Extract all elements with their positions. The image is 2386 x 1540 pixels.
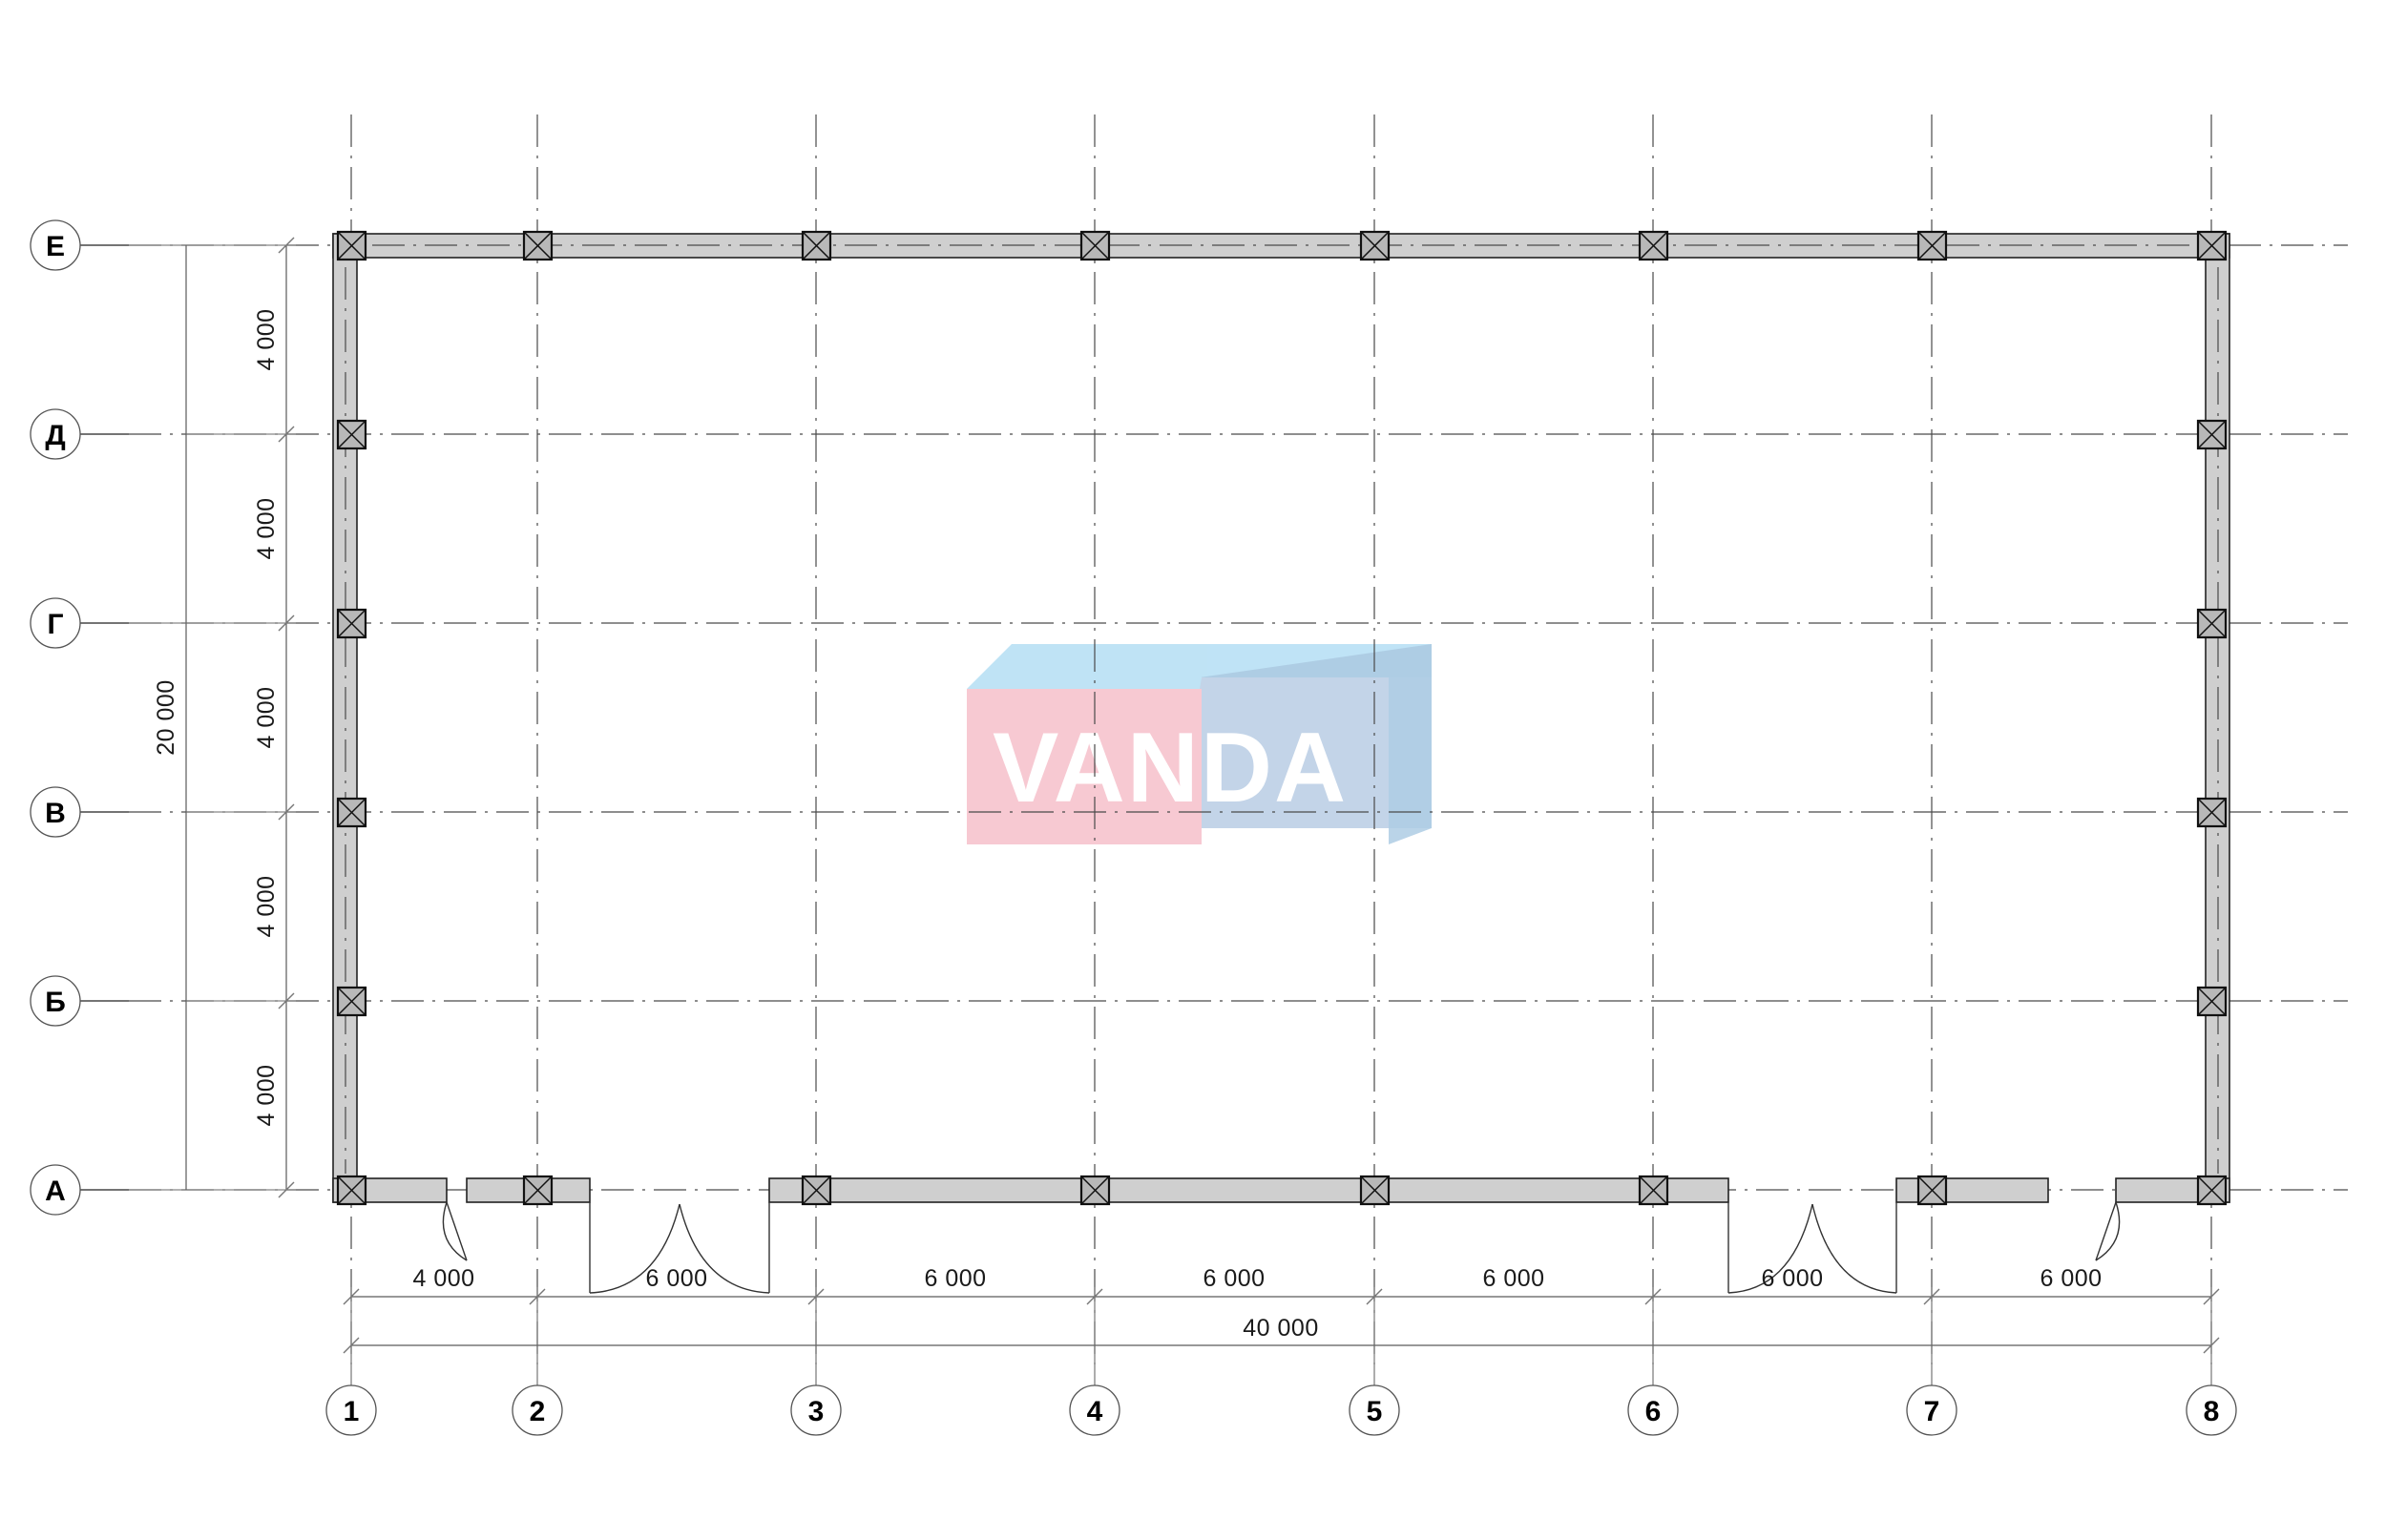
watermark-text: VANDA [993, 713, 1348, 823]
dim-left-5: 4 000 [253, 1064, 280, 1126]
dim-bottom-overall: 40 000 [1243, 1315, 1318, 1342]
axis-bubble-B[interactable]: Б [30, 975, 129, 1027]
column [1916, 1175, 1948, 1206]
axis-bubble-label: 3 [808, 1396, 825, 1427]
dim-bottom-3: 6 000 [924, 1265, 986, 1292]
column [801, 230, 832, 261]
dim-left-overall: 20 000 [153, 679, 179, 755]
column [336, 797, 367, 828]
dimension-bottom: 4 000 6 000 6 000 6 000 6 000 6 000 6 00… [343, 1265, 2220, 1385]
column [1079, 1175, 1111, 1206]
axis-bubbles-numbers: 1 2 3 4 5 6 7 8 [325, 1384, 2237, 1436]
column [336, 230, 367, 261]
column [1638, 230, 1669, 261]
column [522, 230, 554, 261]
dim-bottom-1: 4 000 [412, 1265, 474, 1292]
dim-left-3: 4 000 [253, 686, 280, 748]
dim-left-2: 4 000 [253, 497, 280, 559]
column [2196, 1175, 2228, 1206]
door-double-right [1727, 1202, 1897, 1294]
axis-bubble-1[interactable]: 1 [325, 1384, 377, 1436]
watermark-vanda: VANDA [967, 644, 1432, 844]
door-single-right [2095, 1201, 2121, 1261]
column [336, 1175, 367, 1206]
axis-bubble-G[interactable]: Г [30, 597, 129, 649]
axis-bubble-3[interactable]: 3 [790, 1384, 842, 1436]
axis-bubble-8[interactable]: 8 [2186, 1384, 2237, 1436]
dimension-left: 4 000 4 000 4 000 4 000 4 000 20 000 [129, 237, 296, 1198]
dim-bottom-4: 6 000 [1203, 1265, 1265, 1292]
axis-bubble-E[interactable]: Е [30, 219, 129, 271]
dim-bottom-7: 6 000 [2040, 1265, 2102, 1292]
axis-bubble-label: Е [46, 231, 65, 262]
axis-bubble-label: 7 [1924, 1396, 1940, 1427]
axis-bubble-D[interactable]: Д [30, 408, 129, 460]
door-swings [442, 1201, 2121, 1294]
dim-left-4: 4 000 [253, 875, 280, 937]
axis-bubble-label: 2 [530, 1396, 546, 1427]
column [2196, 230, 2228, 261]
axis-bubble-2[interactable]: 2 [512, 1384, 563, 1436]
axis-bubble-5[interactable]: 5 [1349, 1384, 1400, 1436]
column [801, 1175, 832, 1206]
axis-bubble-6[interactable]: 6 [1627, 1384, 1679, 1436]
column [2196, 797, 2228, 828]
axis-bubble-label: 6 [1645, 1396, 1662, 1427]
axis-bubble-label: 5 [1367, 1396, 1383, 1427]
axis-bubble-label: В [45, 798, 66, 829]
axis-bubble-7[interactable]: 7 [1906, 1384, 1957, 1436]
dim-bottom-5: 6 000 [1482, 1265, 1544, 1292]
wall-centerlines [345, 244, 2219, 1174]
axis-bubble-label: 8 [2204, 1396, 2220, 1427]
column [1638, 1175, 1669, 1206]
column [336, 608, 367, 639]
column [336, 986, 367, 1017]
axis-bubble-label: А [45, 1176, 66, 1207]
column [2196, 419, 2228, 450]
wall-bottom-seg-3 [768, 1177, 1729, 1203]
dim-bottom-2: 6 000 [645, 1265, 707, 1292]
dim-bottom-6: 6 000 [1761, 1265, 1823, 1292]
columns [336, 230, 2228, 1206]
axis-bubble-4[interactable]: 4 [1069, 1384, 1120, 1436]
axis-bubbles-letters: Е Д Г В Б А [30, 219, 129, 1216]
axis-bubble-label: 1 [344, 1396, 360, 1427]
door-single-left [442, 1201, 468, 1261]
axis-bubble-label: 4 [1087, 1396, 1103, 1427]
door-double-left [589, 1202, 770, 1294]
column [1079, 230, 1111, 261]
dim-left-1: 4 000 [253, 308, 280, 370]
column [2196, 986, 2228, 1017]
axis-bubble-label: Б [45, 987, 66, 1018]
column [2196, 608, 2228, 639]
axis-bubble-V[interactable]: В [30, 786, 129, 838]
column [522, 1175, 554, 1206]
axis-bubble-label: Д [45, 420, 65, 451]
axis-bubble-A[interactable]: А [30, 1164, 129, 1216]
column [336, 419, 367, 450]
column [1916, 230, 1948, 261]
column [1359, 230, 1391, 261]
axis-bubble-label: Г [47, 609, 63, 640]
column [1359, 1175, 1391, 1206]
